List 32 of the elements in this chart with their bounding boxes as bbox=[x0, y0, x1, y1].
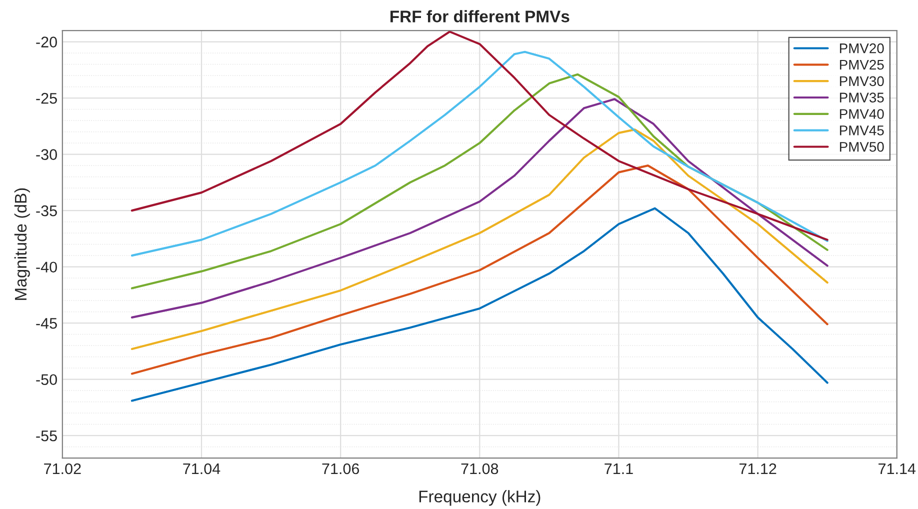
x-tick-label: 71.12 bbox=[739, 463, 776, 474]
legend-label: PMV20 bbox=[840, 43, 884, 54]
y-tick-label: -25 bbox=[36, 92, 57, 104]
legend-label: PMV30 bbox=[840, 76, 884, 86]
legend-label: PMV35 bbox=[840, 92, 884, 102]
y-tick-label: -35 bbox=[36, 205, 57, 216]
y-tick-label: -45 bbox=[36, 318, 57, 329]
x-tick-label: 71.06 bbox=[322, 463, 360, 474]
line-series bbox=[130, 128, 828, 350]
x-axis-title: Frequency (kHz) bbox=[419, 490, 540, 506]
legend-label: PMV40 bbox=[840, 109, 884, 119]
line-series bbox=[130, 73, 828, 290]
y-tick-label: -50 bbox=[36, 374, 57, 386]
x-tick-label: 71.08 bbox=[461, 463, 498, 474]
chart-title: FRF for different PMVs bbox=[390, 10, 570, 22]
x-tick-label: 71.1 bbox=[604, 464, 633, 474]
x-tick-label: 71.04 bbox=[183, 463, 220, 474]
y-tick-label: -20 bbox=[36, 36, 57, 48]
x-tick-label: 71.14 bbox=[878, 464, 916, 474]
y-axis-title: Magnitude (dB) bbox=[14, 188, 30, 300]
line-series bbox=[130, 164, 828, 375]
x-tick-label: 71.02 bbox=[44, 463, 81, 474]
line-series bbox=[130, 30, 828, 241]
line-series bbox=[130, 207, 828, 402]
y-tick-label: -40 bbox=[36, 262, 57, 273]
y-tick-label: -55 bbox=[36, 430, 57, 442]
line-series bbox=[130, 98, 828, 318]
legend-label: PMV45 bbox=[840, 126, 884, 136]
legend-label: PMV25 bbox=[840, 60, 884, 70]
legend-label: PMV50 bbox=[840, 142, 884, 152]
line-series bbox=[130, 50, 828, 257]
y-tick-label: -30 bbox=[36, 149, 57, 160]
